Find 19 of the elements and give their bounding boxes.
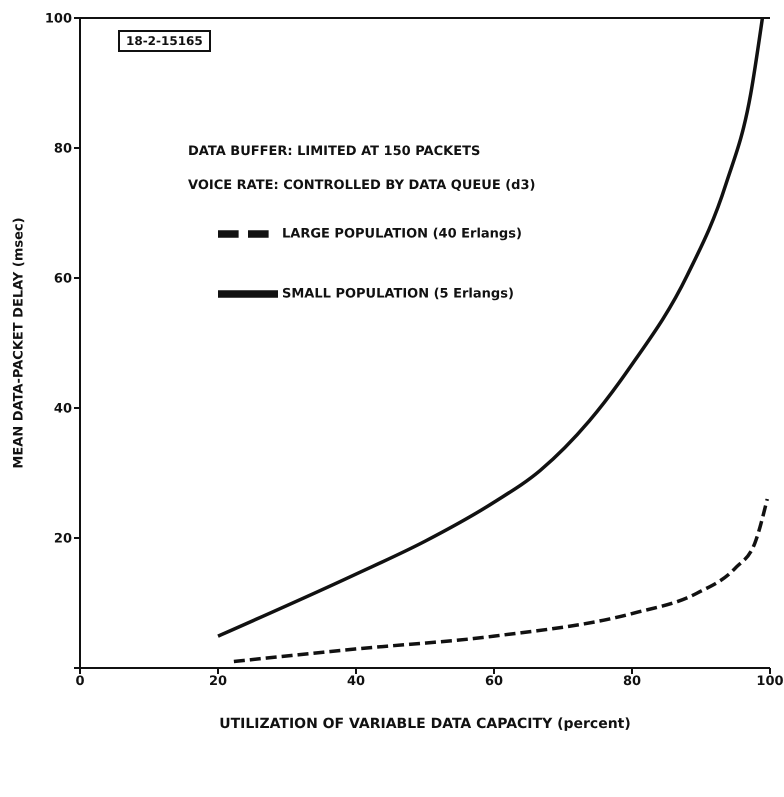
y-tick-label: 40 — [54, 402, 72, 417]
annotation: 18-2-15165 — [118, 30, 211, 52]
x-tick-label: 20 — [208, 674, 228, 690]
x-tick-label: 0 — [75, 674, 85, 690]
x-tick-label: 100 — [756, 674, 784, 690]
y-tick-label: 80 — [54, 142, 72, 157]
y-axis-title: MEAN DATA-PACKET DELAY (msec) — [12, 217, 27, 469]
x-tick-label: 40 — [346, 674, 366, 690]
x-tick-label: 80 — [622, 674, 642, 690]
legend-title: VOICE RATE: CONTROLLED BY DATA QUEUE (d3) — [188, 178, 536, 193]
annotation: DATA BUFFER: LIMITED AT 150 PACKETS — [188, 144, 480, 159]
line-series — [232, 497, 769, 664]
y-tick-label: 100 — [44, 12, 72, 27]
legend-label: LARGE POPULATION (40 Erlangs) — [282, 226, 522, 242]
x-tick-label: 60 — [484, 674, 504, 690]
y-tick-label: 60 — [54, 272, 72, 287]
x-axis-title: UTILIZATION OF VARIABLE DATA CAPACITY (percent) — [219, 716, 631, 732]
y-tick-label: 20 — [54, 532, 72, 547]
legend-label: SMALL POPULATION (5 Erlangs) — [282, 286, 514, 302]
